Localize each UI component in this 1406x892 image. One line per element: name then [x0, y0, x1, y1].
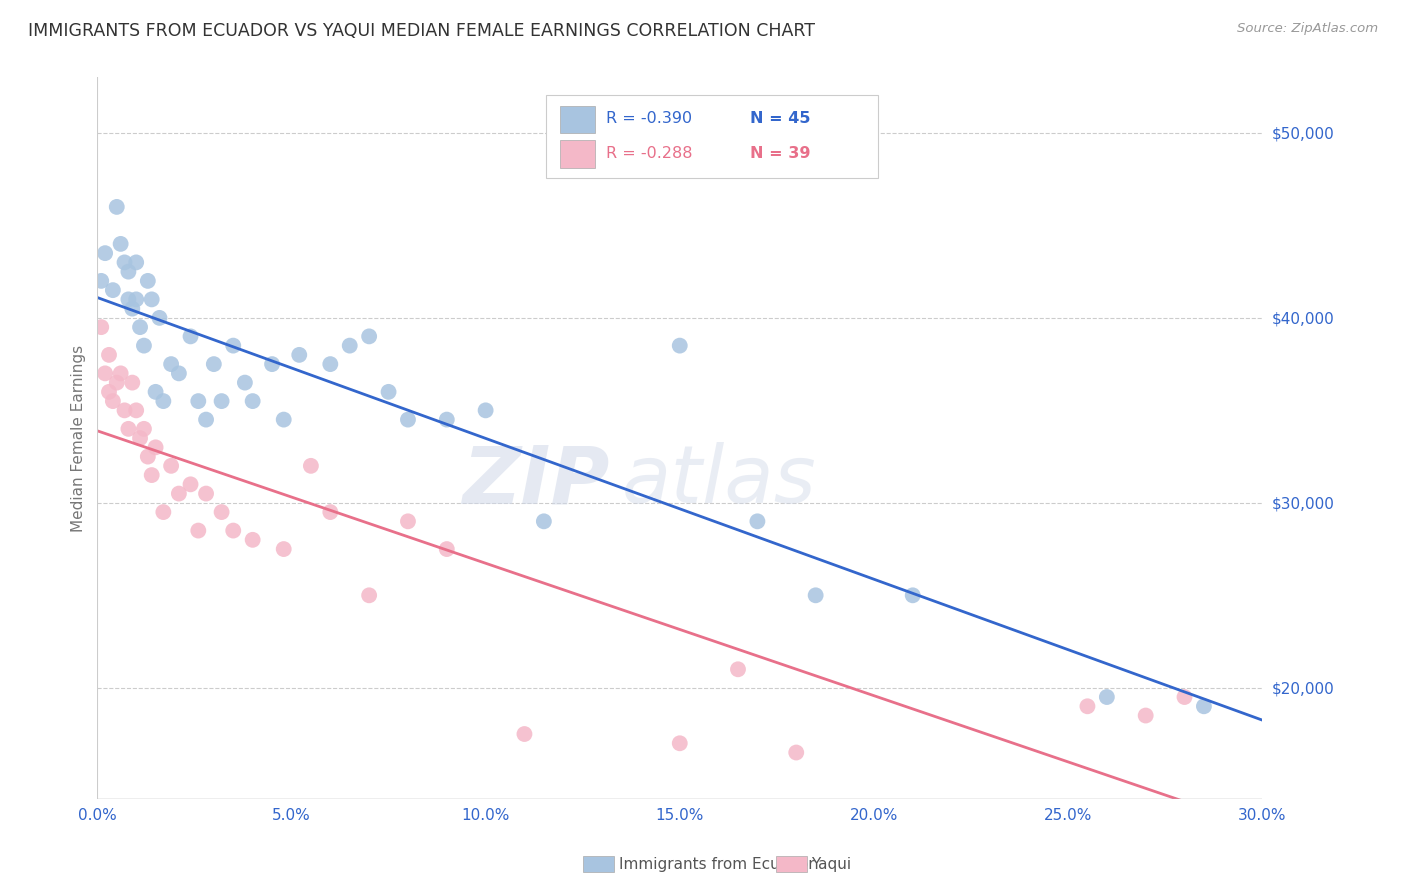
Point — [152, 394, 174, 409]
Point — [339, 338, 361, 352]
Point — [152, 505, 174, 519]
Text: N = 45: N = 45 — [749, 112, 810, 126]
Point — [117, 293, 139, 307]
Text: N = 39: N = 39 — [749, 145, 810, 161]
Text: Yaqui: Yaqui — [811, 857, 852, 871]
Point — [121, 376, 143, 390]
Point — [359, 329, 381, 343]
Point — [117, 265, 139, 279]
Point — [117, 422, 139, 436]
Point — [167, 486, 190, 500]
Point — [804, 588, 827, 602]
Text: Immigrants from Ecuador: Immigrants from Ecuador — [619, 857, 814, 871]
Point — [187, 524, 209, 538]
Bar — [560, 105, 595, 133]
Point — [1135, 708, 1157, 723]
Point — [180, 477, 202, 491]
Point — [94, 367, 117, 381]
Text: atlas: atlas — [621, 442, 817, 520]
Text: ZIP: ZIP — [463, 442, 610, 520]
Bar — [560, 140, 595, 168]
FancyBboxPatch shape — [546, 95, 877, 178]
Point — [148, 310, 170, 325]
Point — [125, 255, 148, 269]
Point — [1192, 699, 1215, 714]
Point — [105, 376, 128, 390]
Point — [129, 320, 152, 334]
Point — [299, 458, 322, 473]
Point — [222, 524, 245, 538]
Point — [98, 384, 121, 399]
Point — [110, 367, 132, 381]
Point — [125, 293, 148, 307]
Point — [160, 357, 183, 371]
Point — [141, 293, 163, 307]
Point — [242, 394, 264, 409]
Point — [211, 505, 233, 519]
Point — [377, 384, 399, 399]
Point — [727, 662, 749, 676]
Point — [141, 468, 163, 483]
Point — [668, 736, 690, 750]
Point — [114, 403, 136, 417]
Point — [105, 200, 128, 214]
Point — [94, 246, 117, 260]
Point — [132, 338, 155, 352]
Point — [785, 746, 807, 760]
Point — [273, 412, 295, 426]
Point — [242, 533, 264, 547]
Point — [132, 422, 155, 436]
Point — [180, 329, 202, 343]
Point — [396, 514, 419, 528]
Point — [222, 338, 245, 352]
Point — [396, 412, 419, 426]
Point — [167, 367, 190, 381]
Point — [195, 412, 218, 426]
Point — [1095, 690, 1118, 704]
Point — [288, 348, 311, 362]
Point — [436, 542, 458, 557]
Point — [747, 514, 769, 528]
Point — [129, 431, 152, 445]
Point — [160, 458, 183, 473]
Point — [125, 403, 148, 417]
Point — [273, 542, 295, 557]
Point — [319, 357, 342, 371]
Point — [187, 394, 209, 409]
Point — [211, 394, 233, 409]
Point — [533, 514, 555, 528]
Point — [1076, 699, 1098, 714]
Point — [436, 412, 458, 426]
Point — [262, 357, 284, 371]
Point — [101, 394, 124, 409]
Point — [98, 348, 121, 362]
Point — [136, 450, 159, 464]
Point — [474, 403, 496, 417]
Point — [195, 486, 218, 500]
Text: R = -0.390: R = -0.390 — [606, 112, 693, 126]
Y-axis label: Median Female Earnings: Median Female Earnings — [72, 344, 86, 532]
Point — [145, 441, 167, 455]
Text: IMMIGRANTS FROM ECUADOR VS YAQUI MEDIAN FEMALE EARNINGS CORRELATION CHART: IMMIGRANTS FROM ECUADOR VS YAQUI MEDIAN … — [28, 22, 815, 40]
Point — [1173, 690, 1195, 704]
Point — [319, 505, 342, 519]
Point — [513, 727, 536, 741]
Point — [90, 320, 112, 334]
Point — [202, 357, 225, 371]
Point — [110, 236, 132, 251]
Point — [359, 588, 381, 602]
Point — [233, 376, 256, 390]
Point — [668, 338, 690, 352]
Point — [136, 274, 159, 288]
Point — [90, 274, 112, 288]
Text: Source: ZipAtlas.com: Source: ZipAtlas.com — [1237, 22, 1378, 36]
Text: R = -0.288: R = -0.288 — [606, 145, 693, 161]
Point — [145, 384, 167, 399]
Point — [101, 283, 124, 297]
Point — [901, 588, 924, 602]
Point — [121, 301, 143, 316]
Point — [114, 255, 136, 269]
